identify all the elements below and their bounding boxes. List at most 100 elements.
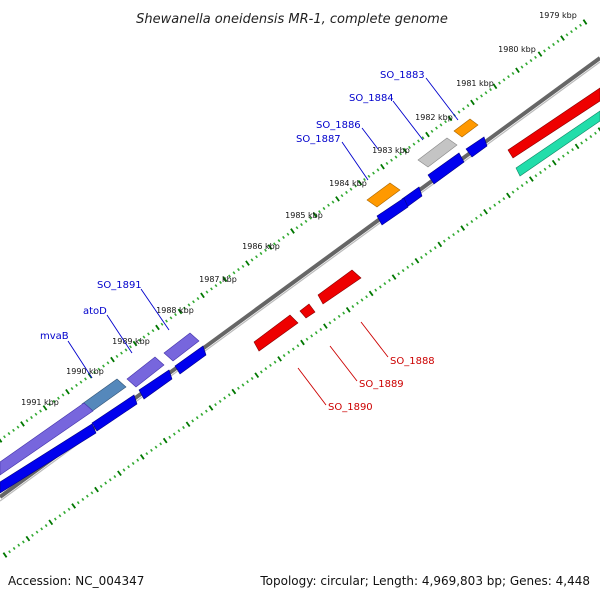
scale-tick-major (582, 19, 588, 25)
cds-arrow[interactable] (138, 369, 173, 400)
scale-tick-major (537, 51, 543, 57)
scale-tick-minor (115, 354, 119, 358)
scale-tick-minor (493, 203, 497, 207)
scale-tick-minor (337, 314, 341, 318)
gene-bar-green[interactable] (515, 110, 600, 177)
scale-tick-major (597, 127, 600, 132)
scale-tick-minor (99, 484, 103, 488)
scale-tick-minor (70, 387, 74, 391)
scale-tick-minor (241, 264, 245, 268)
cds-arrow-minus[interactable] (507, 87, 600, 159)
scale-tick-minor (232, 271, 236, 275)
gene-label-so1884[interactable]: SO_1884 (349, 93, 394, 104)
scale-tick-major (20, 421, 25, 427)
scale-tick-minor (269, 363, 272, 367)
scale-tick-minor (571, 148, 574, 152)
scale-tick-major (2, 552, 8, 558)
scale-tick-minor (433, 246, 437, 250)
scale-tick-minor (286, 232, 290, 236)
gene-label-so1889[interactable]: SO_1889 (359, 379, 404, 390)
gene-label-mvab[interactable]: mvaB (40, 331, 69, 342)
scale-label: 1984 kbp (329, 179, 367, 188)
scale-tick-major (391, 274, 397, 280)
scale-tick-minor (177, 429, 181, 433)
scale-tick-minor (282, 354, 286, 358)
cds-arrow[interactable] (0, 423, 97, 494)
scale-tick-major (437, 241, 443, 248)
accession-text: Accession: NC_004347 (8, 574, 145, 588)
scale-tick-minor (273, 242, 276, 246)
cds-arrow[interactable] (427, 152, 465, 185)
gene-label-atod[interactable]: atoD (83, 306, 107, 317)
scale-tick-minor (520, 184, 524, 188)
gene-label-so1883[interactable]: SO_1883 (380, 70, 425, 81)
scale-tick-major (402, 147, 408, 154)
scale-tick-major (222, 276, 228, 283)
gene-label-so1886[interactable]: SO_1886 (316, 120, 361, 131)
leader-line (297, 367, 327, 406)
gene-label-so1888[interactable]: SO_1888 (390, 356, 435, 367)
gene-bar-purple-1[interactable] (163, 332, 200, 362)
gene-bar-purple-3[interactable] (0, 402, 94, 476)
leader-line (392, 100, 424, 141)
gene-label-so1887[interactable]: SO_1887 (296, 134, 341, 145)
scale-tick-minor (304, 219, 308, 223)
scale-tick-minor (372, 171, 375, 175)
scale-tick-minor (470, 220, 474, 224)
scale-tick-minor (345, 190, 348, 194)
scale-tick-major (323, 323, 328, 329)
gene-label-so1890[interactable]: SO_1890 (328, 402, 373, 413)
scale-tick-minor (497, 200, 501, 204)
scale-tick-minor (399, 152, 402, 156)
gene-bar-purple-2[interactable] (126, 356, 165, 388)
scale-tick-minor (318, 210, 321, 214)
scale-tick-minor (3, 435, 6, 439)
scale-tick-minor (412, 142, 416, 146)
scale-tick-minor (53, 517, 57, 521)
scale-tick-minor (319, 327, 323, 331)
scale-tick-minor (552, 42, 555, 47)
scale-tick-major (380, 163, 385, 170)
scale-tick-major (357, 179, 363, 186)
cds-arrow[interactable] (465, 136, 488, 158)
scale-tick-minor (124, 348, 128, 352)
scale-tick-minor (147, 332, 150, 336)
scale-tick-minor (108, 478, 112, 482)
scale-tick-minor (310, 334, 314, 338)
scale-tick-minor (195, 416, 199, 420)
scale-tick-minor (40, 527, 44, 531)
scale-tick-minor (255, 255, 258, 259)
scale-tick-major (117, 470, 122, 477)
gene-label-so1891[interactable]: SO_1891 (97, 280, 142, 291)
scale-tick-major (231, 388, 237, 395)
gene-bar-orange-1[interactable] (453, 118, 479, 138)
scale-tick-minor (291, 347, 295, 351)
scale-tick-major (460, 225, 466, 231)
cds-arrow-minus[interactable] (253, 314, 299, 352)
gene-bar-gray[interactable] (417, 137, 458, 168)
cds-arrow[interactable] (376, 197, 409, 226)
cds-arrow[interactable] (91, 394, 138, 432)
scale-tick-minor (273, 360, 277, 364)
scale-tick-major (368, 290, 374, 297)
scale-tick-minor (465, 223, 469, 227)
scale-tick-minor (34, 412, 38, 416)
scale-tick-minor (408, 145, 411, 149)
scale-tick-minor (187, 303, 191, 307)
cds-arrow-minus[interactable] (317, 269, 362, 305)
scale-tick-minor (511, 190, 515, 194)
scale-tick-minor (349, 187, 353, 191)
scale-tick-minor (502, 78, 506, 82)
scale-tick-minor (57, 396, 60, 400)
scale-tick-minor (309, 216, 312, 220)
gene-bar-orange-2[interactable] (366, 182, 401, 208)
scale-tick-minor (390, 158, 393, 162)
cds-arrow-minus[interactable] (299, 303, 316, 319)
scale-tick-minor (420, 255, 423, 260)
scale-tick-minor (183, 306, 186, 310)
cds-arrow[interactable] (174, 345, 207, 375)
scale-tick-minor (67, 507, 71, 511)
leader-line (360, 321, 389, 358)
scale-tick-minor (475, 97, 479, 101)
